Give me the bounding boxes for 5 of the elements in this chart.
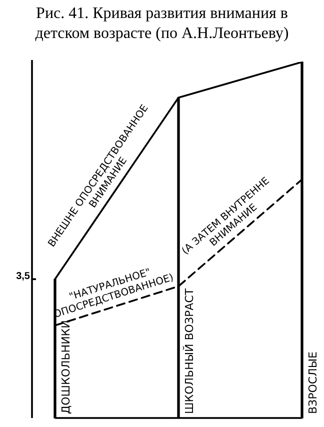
x-tick-label: ШКОЛЬНЫЙ ВОЗРАСТ xyxy=(182,288,196,414)
x-tick-label: ВЗРОСЛЫЕ xyxy=(306,351,320,414)
x-tick-label: ДОШКОЛЬНИКИ xyxy=(59,320,72,414)
text: 3,5 xyxy=(16,270,30,282)
chart-title: Рис. 41. Кривая развития внимания в детском возрасте (по А.Н.Леонтьеву) xyxy=(34,4,290,44)
